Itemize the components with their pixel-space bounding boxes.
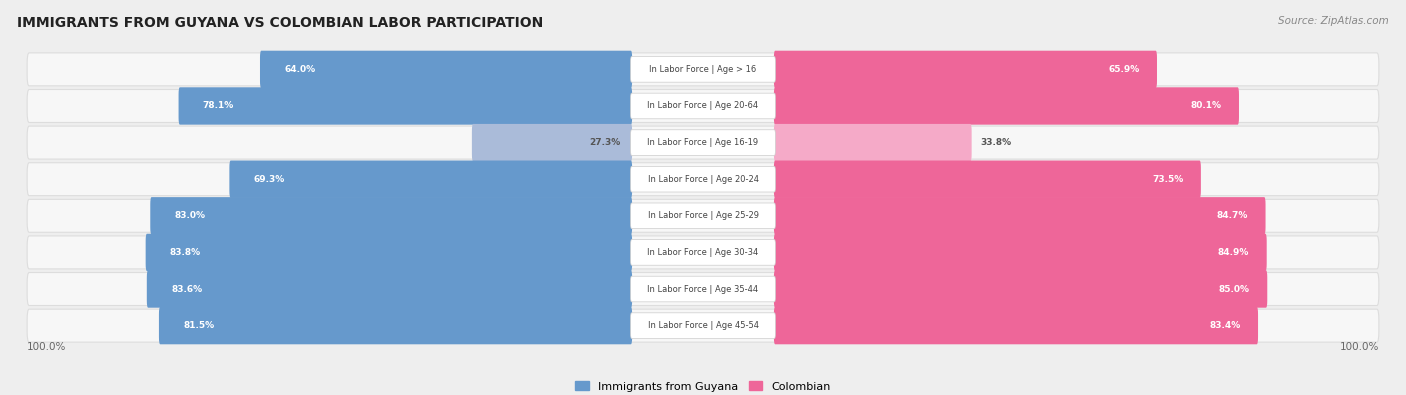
FancyBboxPatch shape <box>260 51 633 88</box>
Text: 69.3%: 69.3% <box>253 175 285 184</box>
FancyBboxPatch shape <box>773 51 1157 88</box>
FancyBboxPatch shape <box>146 234 633 271</box>
FancyBboxPatch shape <box>27 53 1379 86</box>
Text: 83.6%: 83.6% <box>172 284 202 293</box>
Text: 81.5%: 81.5% <box>183 321 214 330</box>
FancyBboxPatch shape <box>179 87 633 125</box>
Text: In Labor Force | Age 20-24: In Labor Force | Age 20-24 <box>648 175 758 184</box>
Text: 33.8%: 33.8% <box>980 138 1011 147</box>
Text: 73.5%: 73.5% <box>1152 175 1184 184</box>
Text: 80.1%: 80.1% <box>1191 102 1222 111</box>
FancyBboxPatch shape <box>773 270 1267 308</box>
Text: IMMIGRANTS FROM GUYANA VS COLOMBIAN LABOR PARTICIPATION: IMMIGRANTS FROM GUYANA VS COLOMBIAN LABO… <box>17 16 543 30</box>
FancyBboxPatch shape <box>27 163 1379 196</box>
FancyBboxPatch shape <box>150 197 633 235</box>
Text: 83.8%: 83.8% <box>170 248 201 257</box>
FancyBboxPatch shape <box>27 236 1379 269</box>
Text: 100.0%: 100.0% <box>1340 342 1379 352</box>
Text: In Labor Force | Age 45-54: In Labor Force | Age 45-54 <box>648 321 758 330</box>
Text: 85.0%: 85.0% <box>1219 284 1250 293</box>
FancyBboxPatch shape <box>773 307 1258 344</box>
FancyBboxPatch shape <box>146 270 633 308</box>
Text: 27.3%: 27.3% <box>589 138 621 147</box>
FancyBboxPatch shape <box>630 56 776 82</box>
Text: In Labor Force | Age 25-29: In Labor Force | Age 25-29 <box>648 211 758 220</box>
FancyBboxPatch shape <box>630 276 776 302</box>
Text: 83.0%: 83.0% <box>174 211 205 220</box>
FancyBboxPatch shape <box>630 203 776 229</box>
FancyBboxPatch shape <box>630 130 776 155</box>
FancyBboxPatch shape <box>472 124 633 161</box>
FancyBboxPatch shape <box>27 273 1379 305</box>
Text: 100.0%: 100.0% <box>27 342 66 352</box>
Text: 84.9%: 84.9% <box>1218 248 1249 257</box>
FancyBboxPatch shape <box>27 309 1379 342</box>
FancyBboxPatch shape <box>773 234 1267 271</box>
FancyBboxPatch shape <box>773 87 1239 125</box>
FancyBboxPatch shape <box>27 199 1379 232</box>
Text: 78.1%: 78.1% <box>202 102 233 111</box>
FancyBboxPatch shape <box>27 126 1379 159</box>
Text: In Labor Force | Age 35-44: In Labor Force | Age 35-44 <box>647 284 759 293</box>
FancyBboxPatch shape <box>773 160 1201 198</box>
FancyBboxPatch shape <box>630 313 776 339</box>
Text: In Labor Force | Age 16-19: In Labor Force | Age 16-19 <box>647 138 759 147</box>
Text: In Labor Force | Age 20-64: In Labor Force | Age 20-64 <box>647 102 759 111</box>
FancyBboxPatch shape <box>773 124 972 161</box>
Text: 64.0%: 64.0% <box>284 65 315 74</box>
Text: 83.4%: 83.4% <box>1209 321 1240 330</box>
FancyBboxPatch shape <box>27 90 1379 122</box>
Text: 65.9%: 65.9% <box>1108 65 1139 74</box>
Text: 84.7%: 84.7% <box>1216 211 1249 220</box>
Legend: Immigrants from Guyana, Colombian: Immigrants from Guyana, Colombian <box>571 377 835 395</box>
Text: In Labor Force | Age 30-34: In Labor Force | Age 30-34 <box>647 248 759 257</box>
FancyBboxPatch shape <box>159 307 633 344</box>
FancyBboxPatch shape <box>229 160 633 198</box>
Text: In Labor Force | Age > 16: In Labor Force | Age > 16 <box>650 65 756 74</box>
FancyBboxPatch shape <box>630 166 776 192</box>
FancyBboxPatch shape <box>630 93 776 119</box>
FancyBboxPatch shape <box>630 240 776 265</box>
Text: Source: ZipAtlas.com: Source: ZipAtlas.com <box>1278 16 1389 26</box>
FancyBboxPatch shape <box>773 197 1265 235</box>
